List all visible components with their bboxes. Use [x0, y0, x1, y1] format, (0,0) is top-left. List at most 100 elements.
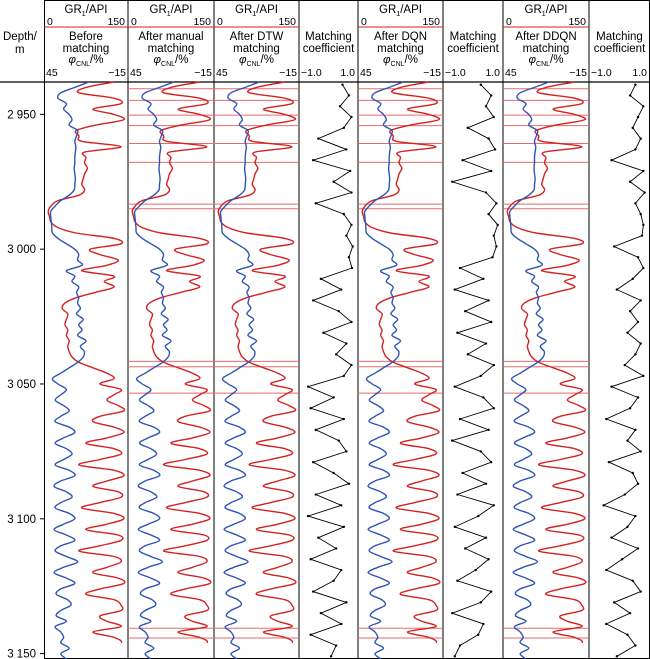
coef-point [484, 191, 488, 194]
cnl-curve [131, 81, 212, 644]
coef-point [492, 363, 495, 367]
track-title-line1: After manual [138, 31, 203, 43]
coef-point [484, 536, 488, 539]
coef-point [319, 277, 323, 281]
coef-point [610, 536, 613, 539]
coef-title-line2: coefficient [303, 43, 355, 55]
coef-point [634, 428, 637, 432]
coef-point [613, 601, 616, 604]
gr-axis-label: GR1/API [379, 4, 422, 18]
cnl-axis-label: φCNL/% [239, 54, 274, 68]
coef-point [466, 126, 469, 130]
coef-point [605, 568, 608, 572]
gr-axis-max: 150 [193, 16, 211, 28]
coef-point [634, 644, 637, 647]
coef-point [337, 439, 340, 442]
coef-point [351, 245, 354, 248]
coef-point [317, 536, 320, 539]
coef-point [607, 460, 611, 464]
coef-point [613, 245, 616, 248]
coef-point [490, 320, 493, 324]
coef-point [314, 428, 317, 432]
coef-axis-max: 1.0 [340, 67, 355, 79]
coef-point [487, 299, 490, 302]
coef-title-line1: Matching [596, 31, 643, 43]
coef-point [479, 83, 482, 86]
coef-point [642, 169, 645, 173]
gr-axis-label: GR1/API [525, 4, 568, 18]
coef-point [639, 450, 642, 453]
coef-point [492, 115, 495, 119]
coef-point [337, 309, 340, 313]
gr-axis-max: 150 [568, 16, 586, 28]
cnl-axis-left: 45 [360, 67, 372, 79]
coef-point [453, 655, 456, 658]
coef-point [479, 601, 482, 604]
gr-axis-label: GR1/API [235, 4, 278, 18]
coef-point [350, 191, 353, 194]
coef-point [623, 493, 626, 496]
depth-tick-label: 3 150 [7, 649, 36, 659]
coef-point [458, 644, 462, 647]
coef-point [347, 256, 351, 259]
cnl-axis-right: −15 [194, 67, 212, 79]
coef-point [312, 299, 315, 302]
coef-point [639, 299, 642, 302]
coef-point [342, 126, 345, 130]
coef-point [334, 353, 338, 356]
coef-point [312, 590, 315, 593]
gr-axis-min: 0 [47, 16, 53, 28]
coef-point [495, 245, 498, 248]
gr-axis-label: GR1/API [65, 4, 108, 18]
coef-point [605, 622, 608, 626]
coef-point [340, 288, 343, 291]
coef-point [342, 525, 345, 529]
coef-point [492, 504, 495, 507]
coef-point [317, 137, 320, 140]
coef-point [312, 158, 315, 162]
coef-point [487, 212, 490, 216]
coef-point [453, 385, 456, 388]
coef-point [610, 158, 613, 162]
coef-point [456, 579, 459, 583]
coef-point [479, 450, 482, 453]
coef-point [487, 428, 490, 432]
coef-point [456, 331, 459, 334]
coef-axis-min: −1.0 [301, 67, 322, 79]
coef-point [634, 514, 637, 518]
coef-track [306, 83, 354, 658]
coef-point [487, 558, 490, 561]
gr-axis-max: 150 [422, 16, 440, 28]
coef-point [623, 363, 626, 367]
coef-point [345, 342, 348, 345]
coef-point [636, 547, 640, 550]
coef-point [451, 439, 454, 442]
coef-point [451, 611, 454, 615]
coef-point [342, 212, 345, 216]
coef-point [477, 633, 480, 636]
cnl-axis-left: 45 [46, 67, 58, 79]
gr-axis-min: 0 [361, 16, 367, 28]
coef-point [314, 493, 317, 496]
coef-point [626, 331, 629, 334]
cnl-axis-label: φCNL/% [69, 54, 104, 68]
coef-point [642, 223, 645, 227]
coef-point [634, 83, 637, 86]
track-title-line1: After DDQN [515, 31, 576, 43]
coef-curve [306, 84, 354, 657]
cnl-axis-right: −15 [108, 67, 126, 79]
gr-curve [508, 81, 550, 659]
coef-point [332, 579, 335, 583]
coef-point [634, 353, 637, 356]
gr-axis-min: 0 [506, 16, 512, 28]
cnl-curve [217, 81, 297, 644]
cnl-axis-right: −15 [423, 67, 441, 79]
depth-tick-label: 2 950 [7, 109, 36, 121]
coef-point [492, 407, 495, 410]
coef-curve [450, 84, 499, 657]
